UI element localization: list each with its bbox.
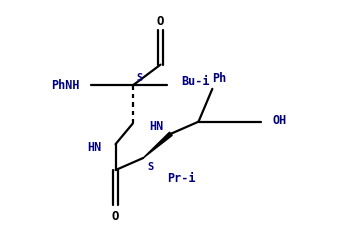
- Text: Pr-i: Pr-i: [167, 172, 196, 185]
- Text: O: O: [112, 210, 119, 223]
- Text: OH: OH: [273, 114, 287, 127]
- Text: S: S: [147, 162, 153, 172]
- Text: Ph: Ph: [212, 72, 227, 85]
- Text: HN: HN: [150, 120, 164, 133]
- Text: HN: HN: [88, 141, 102, 154]
- Text: PhNH: PhNH: [51, 79, 80, 92]
- Text: O: O: [157, 15, 164, 28]
- Text: Bu-i: Bu-i: [181, 75, 210, 89]
- Text: S: S: [137, 73, 143, 83]
- Polygon shape: [143, 132, 172, 158]
